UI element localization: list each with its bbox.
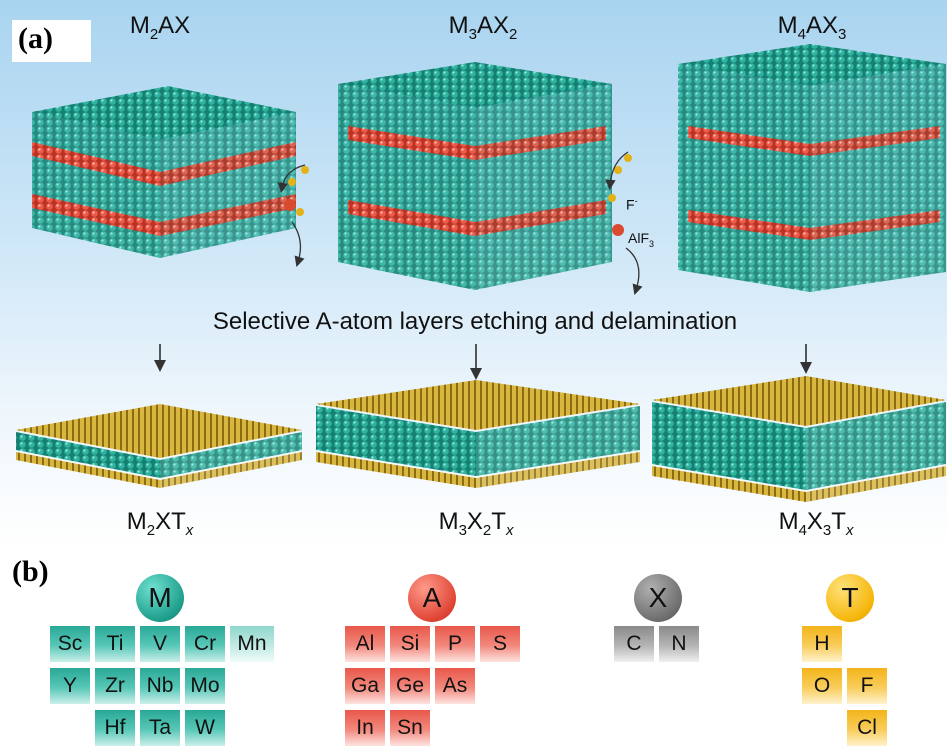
element-tile-ge: Ge [390, 668, 430, 704]
element-tile-h: H [802, 626, 842, 662]
element-tile-ti: Ti [95, 626, 135, 662]
etching-caption: Selective A-atom layers etching and dela… [212, 308, 738, 335]
element-tile-sc: Sc [50, 626, 90, 662]
mxene-label-m3x2tx: M3X2Tx [438, 508, 514, 539]
group-a-circle: A [408, 574, 456, 622]
element-tile-hf: Hf [95, 710, 135, 746]
element-tile-sn: Sn [390, 710, 430, 746]
m3x2tx-slab [316, 380, 640, 488]
group-t-circle: T [826, 574, 874, 622]
panel-a-label: (a) [12, 20, 91, 62]
element-tile-f: F [847, 668, 887, 704]
element-tile-n: N [659, 626, 699, 662]
crystal-structure-illustration [16, 44, 946, 502]
fluoride-ion-label: F- [626, 196, 638, 213]
element-tile-ga: Ga [345, 668, 385, 704]
m4x3tx-slab [652, 376, 946, 502]
element-tile-c: C [614, 626, 654, 662]
element-tile-as: As [435, 668, 475, 704]
element-tile-al: Al [345, 626, 385, 662]
mxene-label-m4x3tx: M4X3Tx [778, 508, 854, 539]
phase-title-m2ax: M2AX [129, 12, 191, 43]
element-tile-o: O [802, 668, 842, 704]
m2xtx-slab [16, 404, 302, 488]
group-x-circle: X [634, 574, 682, 622]
element-tile-mn: Mn [230, 626, 274, 662]
element-tile-si: Si [390, 626, 430, 662]
element-tile-v: V [140, 626, 180, 662]
element-tile-p: P [435, 626, 475, 662]
element-tile-mo: Mo [185, 668, 225, 704]
element-tile-s: S [480, 626, 520, 662]
phase-title-m4ax3: M4AX3 [777, 12, 847, 43]
etching-arrows [277, 151, 643, 295]
delamination-arrows [154, 344, 812, 380]
mxene-label-m2xtx: M2XTx [126, 508, 194, 539]
panel-b-label: (b) [12, 555, 49, 588]
element-tile-cl: Cl [847, 710, 887, 746]
element-tile-ta: Ta [140, 710, 180, 746]
group-m-circle: M [136, 574, 184, 622]
alf3-label: AlF3 [628, 230, 655, 249]
element-tile-in: In [345, 710, 385, 746]
m2ax-crystal [32, 86, 296, 258]
element-tile-y: Y [50, 668, 90, 704]
phase-title-m3ax2: M3AX2 [448, 12, 518, 43]
m3ax2-crystal [338, 62, 612, 290]
element-tile-nb: Nb [140, 668, 180, 704]
element-tile-w: W [185, 710, 225, 746]
element-tile-zr: Zr [95, 668, 135, 704]
element-tile-cr: Cr [185, 626, 225, 662]
m4ax3-crystal [678, 44, 946, 292]
